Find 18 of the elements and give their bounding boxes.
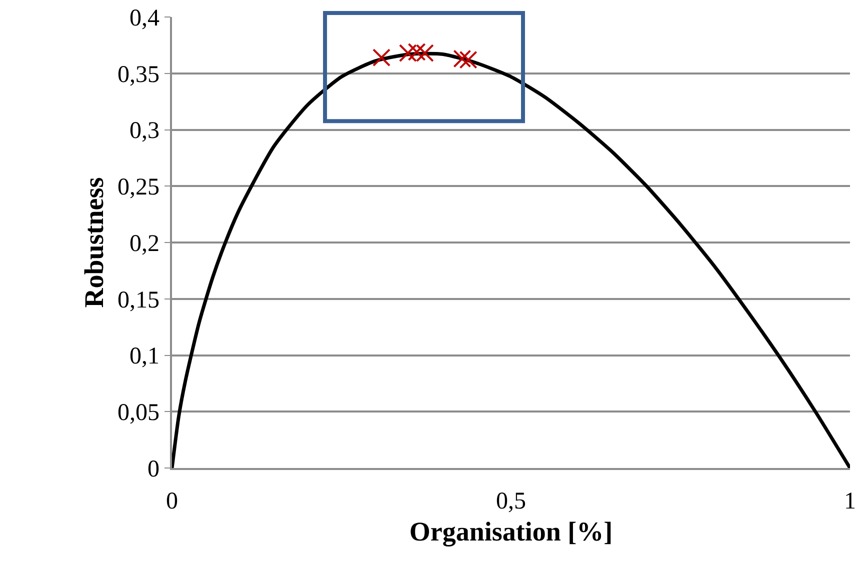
- point: [459, 50, 478, 69]
- y-tick-label: 0,15: [117, 287, 160, 314]
- y-tick-label: 0,25: [117, 174, 160, 201]
- x-tick-label: 1: [844, 488, 856, 515]
- y-axis-title: Robustness: [79, 177, 109, 308]
- y-tick-label: 0,2: [129, 230, 160, 257]
- x-tick-label: 0: [166, 488, 178, 515]
- point: [372, 48, 390, 67]
- y-tick-label: 0,4: [129, 5, 160, 32]
- y-tick-label: 0: [147, 456, 160, 482]
- point: [408, 42, 426, 61]
- y-tick-label: 0,1: [129, 344, 160, 370]
- x-tick-label: 0,5: [496, 488, 526, 515]
- point: [453, 50, 472, 68]
- y-tick-label: 0,05: [117, 400, 160, 426]
- y-tick-label: 0,3: [129, 118, 160, 144]
- x-axis-title: Organisation [%]: [409, 516, 613, 546]
- y-tick-label: 0,35: [117, 62, 160, 88]
